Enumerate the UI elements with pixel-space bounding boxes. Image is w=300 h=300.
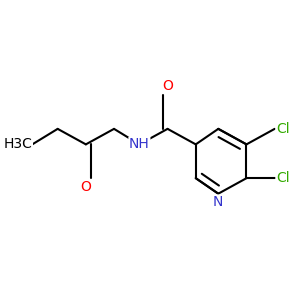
Text: O: O xyxy=(80,180,91,194)
Text: H3C: H3C xyxy=(3,137,32,152)
Text: Cl: Cl xyxy=(276,171,290,185)
Text: Cl: Cl xyxy=(276,122,290,136)
Text: N: N xyxy=(213,195,224,209)
Text: O: O xyxy=(162,79,173,93)
Text: NH: NH xyxy=(129,137,150,152)
